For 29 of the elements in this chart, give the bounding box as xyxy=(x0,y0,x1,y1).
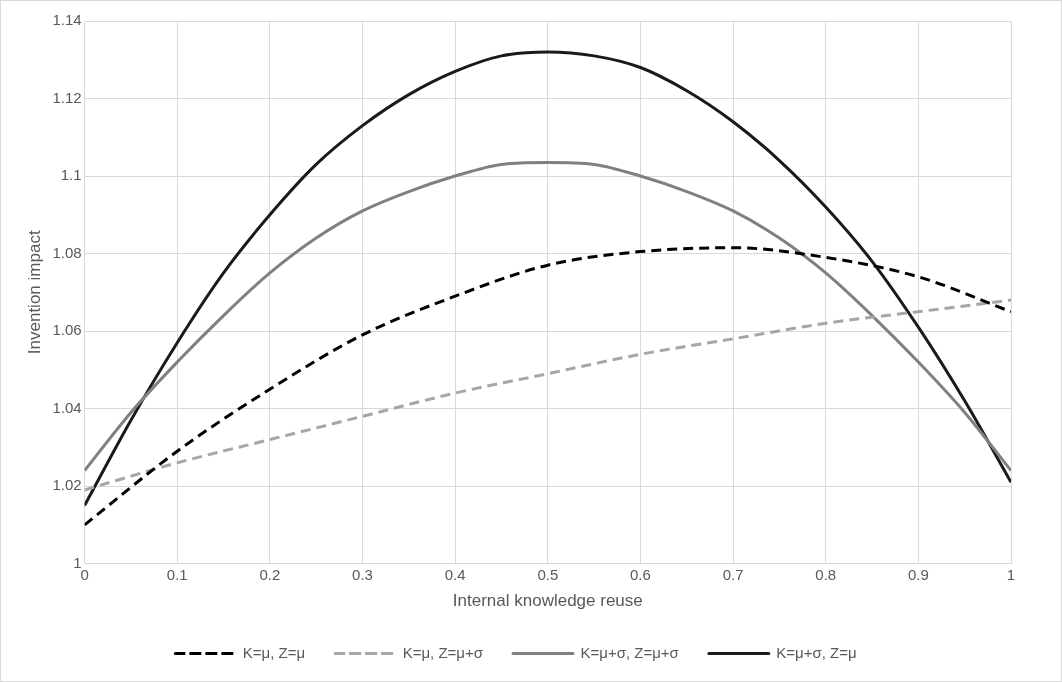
y-tick-label: 1.14 xyxy=(52,11,82,29)
legend-label: K=μ+σ, Z=μ+σ xyxy=(580,643,680,661)
x-tick-label: 0.9 xyxy=(907,565,929,583)
x-tick-label: 0.5 xyxy=(537,565,559,583)
x-tick-label: 0.7 xyxy=(722,565,744,583)
y-tick-label: 1.12 xyxy=(52,88,82,106)
line-series xyxy=(84,298,1011,492)
y-tick-label: 1.08 xyxy=(52,243,82,261)
y-axis-title: Invention impact xyxy=(24,230,44,355)
x-tick-label: 0.2 xyxy=(259,565,281,583)
y-tick-label: 1.1 xyxy=(60,166,82,184)
y-tick-label: 1.04 xyxy=(52,398,82,416)
x-tick-label: 0.6 xyxy=(630,565,651,583)
x-tick-label: 0.8 xyxy=(815,565,837,583)
y-tick-label: 1.06 xyxy=(52,321,82,339)
y-tick-label: 1 xyxy=(73,553,82,571)
x-tick-label: 1 xyxy=(1006,565,1016,583)
x-axis-title: Internal knowledge reuse xyxy=(452,591,643,611)
legend-label: K=μ+σ, Z=μ xyxy=(776,643,857,661)
x-tick-label: 0.1 xyxy=(166,565,188,583)
y-tick-label: 1.02 xyxy=(52,476,82,494)
line-series xyxy=(84,246,1011,527)
x-tick-label: 0.4 xyxy=(444,565,466,583)
x-tick-label: 0.3 xyxy=(352,565,373,583)
line-series xyxy=(84,160,1011,473)
legend-label: K=μ, Z=μ xyxy=(242,643,306,661)
line-series xyxy=(84,50,1011,507)
x-tick-label: 0 xyxy=(80,565,89,583)
legend-label: K=μ, Z=μ+σ xyxy=(402,643,484,661)
